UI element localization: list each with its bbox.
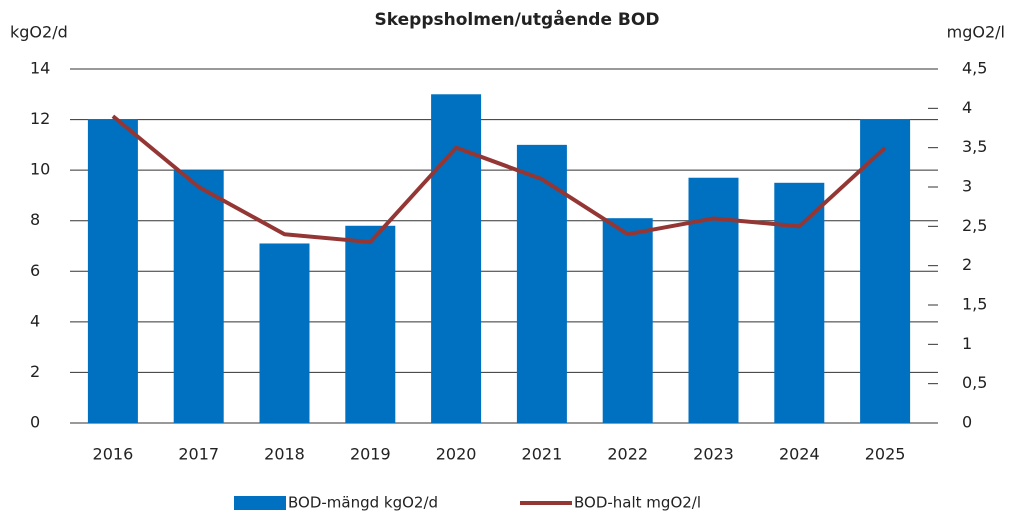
bar (345, 225, 396, 423)
y2-tick-label: 4,5 (962, 59, 987, 78)
x-tick-label: 2021 (522, 445, 563, 464)
legend-swatch (234, 496, 286, 510)
y2-tick-label: 3 (962, 177, 972, 196)
bar (431, 94, 482, 424)
y2-axis-label: mgO2/l (947, 23, 1005, 42)
y-tick-label: 8 (30, 210, 40, 229)
x-tick-label: 2018 (264, 445, 305, 464)
y-tick-label: 10 (30, 160, 50, 179)
bar (602, 218, 653, 423)
x-tick-label: 2019 (350, 445, 391, 464)
y-tick-label: 4 (30, 311, 40, 330)
x-tick-label: 2017 (178, 445, 219, 464)
y2-tick-label: 3,5 (962, 137, 987, 156)
y-tick-label: 2 (30, 362, 40, 381)
bar (688, 177, 739, 423)
legend-label: BOD-mängd kgO2/d (288, 494, 438, 512)
line (111, 114, 887, 245)
x-tick-label: 2022 (607, 445, 648, 464)
y-axis-label: kgO2/d (10, 23, 68, 42)
bar (173, 170, 224, 423)
x-tick-label: 2025 (865, 445, 906, 464)
x-tick-label: 2016 (93, 445, 134, 464)
chart-title: Skeppsholmen/utgående BOD (375, 8, 660, 30)
y2-tick-label: 0,5 (962, 373, 987, 392)
y-tick-label: 0 (30, 413, 40, 432)
legend-label: BOD-halt mgO2/l (574, 494, 701, 512)
y-tick-label: 12 (30, 109, 50, 128)
y2-tick-label: 0 (962, 413, 972, 432)
y2-tick-label: 4 (962, 98, 972, 117)
y2-tick-label: 2 (962, 255, 972, 274)
y2-tick-label: 2,5 (962, 216, 987, 235)
bar (860, 119, 911, 424)
y-tick-label: 14 (30, 59, 50, 78)
bar (516, 144, 567, 423)
bar (87, 119, 138, 424)
y2-tick-label: 1,5 (962, 295, 987, 314)
x-tick-label: 2023 (693, 445, 734, 464)
y2-tick-label: 1 (962, 334, 972, 353)
x-tick-label: 2024 (779, 445, 820, 464)
bar (259, 243, 310, 423)
y-tick-label: 6 (30, 261, 40, 280)
x-tick-label: 2020 (436, 445, 477, 464)
bar (774, 182, 825, 423)
